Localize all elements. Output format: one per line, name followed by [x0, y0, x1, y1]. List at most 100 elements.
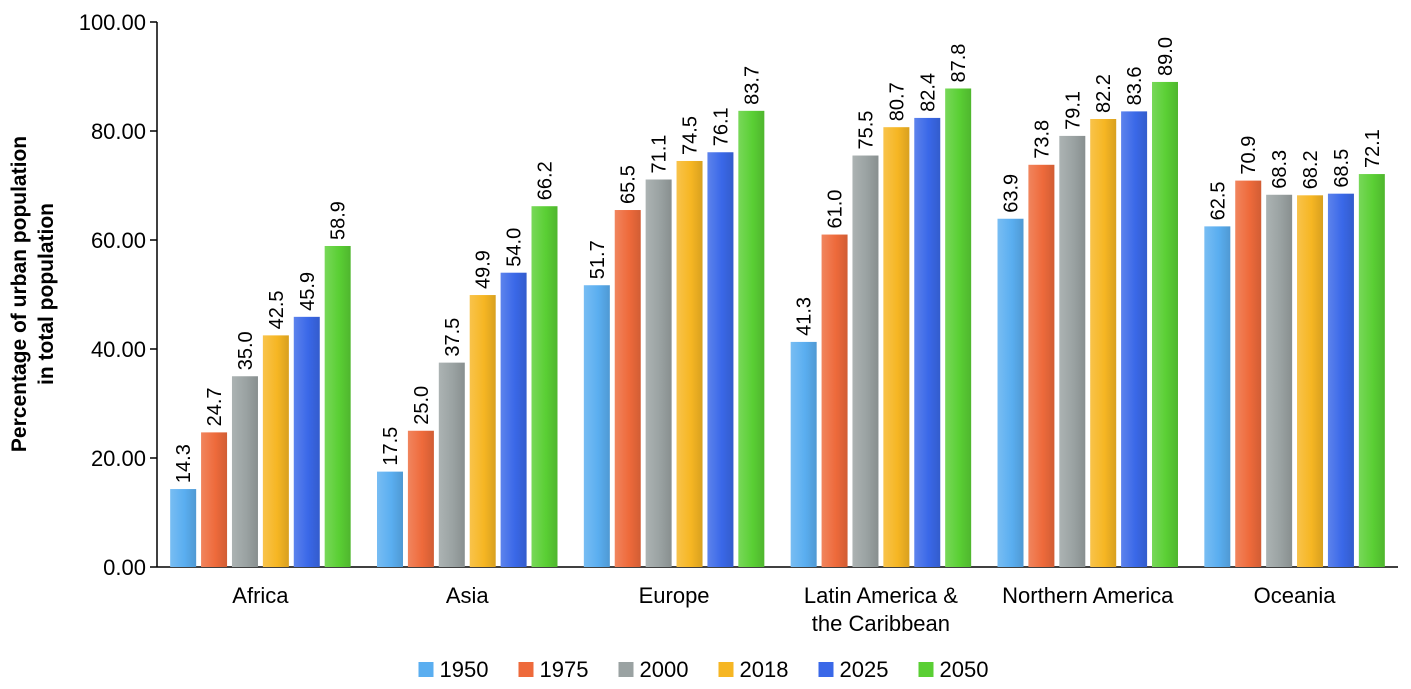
x-category-label: Oceania	[1254, 583, 1337, 608]
data-label: 71.1	[649, 135, 671, 174]
bar-1975	[1028, 164, 1055, 568]
data-label: 72.1	[1362, 129, 1384, 168]
y-axis-title-line: Percentage of urban population	[8, 136, 31, 452]
bar-2018	[1090, 119, 1117, 567]
legend-label: 2050	[940, 657, 989, 682]
data-label: 17.5	[380, 427, 402, 466]
bar-2000	[1059, 135, 1086, 567]
bar-2025	[293, 316, 320, 567]
x-category-label: the Caribbean	[812, 611, 950, 636]
bar-2025	[1327, 193, 1354, 568]
data-label: 80.7	[886, 82, 908, 121]
data-label: 68.2	[1300, 150, 1322, 189]
bar-1975	[407, 430, 434, 567]
y-tick-label: 0.00	[103, 555, 146, 580]
data-label: 41.3	[794, 297, 816, 336]
y-axis-title: Percentage of urban population in total p…	[8, 136, 58, 452]
data-label: 63.9	[1001, 174, 1023, 213]
data-label: 66.2	[535, 161, 557, 200]
legend-label: 2018	[740, 657, 789, 682]
bar-1975	[201, 432, 228, 567]
data-label: 65.5	[618, 165, 640, 204]
data-label: 83.6	[1124, 66, 1146, 105]
x-category-label: Africa	[232, 583, 289, 608]
legend-label: 1975	[540, 657, 589, 682]
bar-1950	[997, 218, 1024, 567]
bar-2025	[707, 152, 734, 567]
y-tick-label: 60.00	[91, 228, 146, 253]
data-label: 51.7	[587, 240, 609, 279]
bar-2000	[1266, 194, 1293, 567]
data-label: 37.5	[442, 318, 464, 357]
bar-2000	[438, 362, 465, 567]
bar-1950	[583, 285, 610, 567]
data-label: 83.7	[741, 66, 763, 105]
x-axis: Africa Asia Europe Latin America & the Carib…	[157, 566, 1398, 636]
bar-1950	[377, 471, 403, 567]
bar-2050	[531, 206, 558, 567]
bar-2050	[324, 245, 351, 567]
bar-2025	[500, 272, 527, 567]
bar-1975	[1235, 180, 1262, 567]
bar-1950	[1204, 226, 1231, 567]
bar-1950	[170, 489, 197, 567]
legend-swatch	[718, 662, 734, 677]
data-label: 68.5	[1331, 149, 1353, 188]
legend-swatch	[518, 662, 534, 677]
data-label: 82.4	[917, 73, 939, 112]
data-label: 76.1	[710, 107, 732, 146]
legend-swatch	[918, 662, 934, 677]
x-category-label: Latin America &	[804, 583, 958, 608]
data-label: 87.8	[948, 44, 970, 83]
legend-swatch	[618, 662, 634, 677]
bar-2000	[645, 179, 672, 567]
data-label: 79.1	[1062, 91, 1084, 130]
data-label: 54.0	[504, 228, 526, 267]
legend-swatch	[418, 662, 434, 677]
bar-2018	[1297, 195, 1324, 567]
data-label: 35.0	[235, 331, 257, 370]
bar-2018	[676, 160, 703, 567]
data-labels: 14.3 24.7 35.0 42.5 45.9 58.9 17.5 25.0 37.5 49.9…	[173, 37, 1384, 483]
data-label: 70.9	[1238, 136, 1260, 175]
data-label: 68.3	[1269, 150, 1291, 189]
data-label: 82.2	[1093, 74, 1115, 113]
data-label: 45.9	[297, 272, 319, 311]
bar-2018	[469, 295, 496, 567]
legend-swatch	[818, 662, 834, 677]
legend-label: 2000	[640, 657, 689, 682]
bar-2050	[1358, 174, 1385, 567]
legend-label: 1950	[440, 657, 489, 682]
y-tick-label: 20.00	[91, 446, 146, 471]
data-label: 24.7	[204, 387, 226, 426]
y-tick-label: 40.00	[91, 337, 146, 362]
y-axis: 0.00 20.00 40.00 60.00 80.00 100.00	[79, 10, 158, 580]
data-label: 75.5	[855, 111, 877, 150]
bar-2018	[883, 127, 910, 567]
data-label: 74.5	[680, 116, 702, 155]
data-label: 14.3	[173, 444, 195, 483]
bar-2000	[231, 376, 258, 567]
data-label: 58.9	[328, 201, 350, 240]
legend-label: 2025	[840, 657, 889, 682]
data-label: 49.9	[473, 250, 495, 289]
bar-1975	[614, 210, 641, 567]
y-tick-label: 80.00	[91, 119, 146, 144]
data-label: 61.0	[825, 190, 847, 229]
bars	[170, 81, 1385, 568]
y-tick-label: 100.00	[79, 10, 146, 35]
bar-2050	[1152, 81, 1178, 567]
data-label: 89.0	[1155, 37, 1177, 76]
bar-2050	[738, 110, 765, 568]
bar-2000	[852, 155, 879, 567]
data-label: 42.5	[266, 290, 288, 329]
bar-1950	[790, 341, 817, 567]
bar-2025	[1121, 111, 1148, 567]
bar-1975	[821, 234, 848, 568]
y-axis-title-line: in total population	[35, 203, 58, 385]
legend: 1950 1975 2000 2018 2025 2050	[418, 657, 989, 682]
data-label: 73.8	[1031, 120, 1053, 159]
bar-2025	[914, 117, 941, 568]
data-label: 62.5	[1207, 181, 1229, 220]
